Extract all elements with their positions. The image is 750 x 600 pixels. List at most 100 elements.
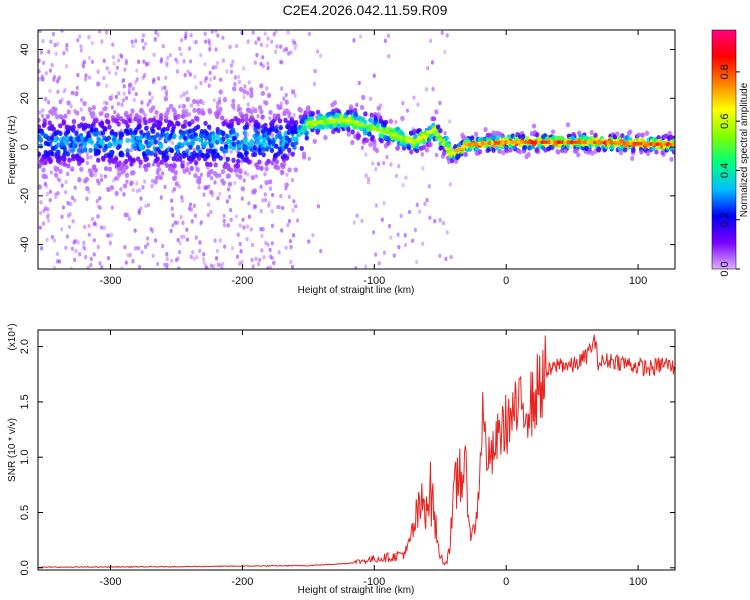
spectrogram-cell	[114, 190, 119, 197]
spectrogram-cell	[164, 89, 169, 94]
spectrogram-cell	[55, 251, 60, 257]
spectrogram-cell	[208, 161, 213, 168]
spectrogram-cell	[58, 130, 63, 136]
spectrogram-cell	[78, 252, 82, 257]
spectrogram-cell	[268, 109, 273, 116]
spectrogram-cell	[205, 266, 209, 269]
spectrogram-cell	[195, 116, 200, 122]
spectrogram-cell	[359, 34, 363, 39]
spectrogram-cell	[429, 133, 434, 139]
spectrogram-cell	[220, 169, 226, 175]
spectrogram-cell	[400, 115, 405, 122]
spectrogram-cell	[62, 155, 67, 162]
spectrogram-cell	[250, 117, 256, 123]
spectrogram-cell	[315, 109, 321, 115]
spectrogram-cell	[168, 103, 174, 109]
spectrogram-cell	[38, 30, 42, 34]
spectrogram-cell	[374, 203, 378, 208]
spectrogram-cell	[434, 132, 440, 137]
spectrogram-cell	[202, 260, 206, 265]
spectrogram-cell	[163, 85, 167, 90]
spectrogram-cell	[181, 220, 185, 226]
spectrogram-cell	[323, 134, 328, 141]
spectrogram-cell	[312, 81, 317, 87]
spectrogram-cell	[76, 240, 80, 245]
spectrogram-cell	[252, 188, 258, 194]
spectrogram-cell	[159, 175, 164, 181]
spectrogram-cell	[277, 250, 281, 255]
spectrogram-cell	[176, 256, 180, 261]
spectrogram-y-ticks: -40 -20 0 20 40	[19, 43, 675, 253]
spectrogram-cell	[60, 214, 64, 219]
spectrogram-cell	[41, 221, 46, 226]
spectrogram-cell	[223, 223, 227, 228]
spectrogram-cell	[248, 87, 254, 93]
spectrogram-cell	[395, 145, 401, 151]
spectrogram-cell	[128, 82, 133, 88]
spectrogram-cell	[116, 101, 120, 106]
spectrogram-cell	[56, 41, 60, 47]
spectrogram-cell	[186, 162, 190, 167]
spectrogram-cell	[259, 209, 263, 214]
spectrogram-cell	[386, 33, 391, 39]
spectrogram-cell	[290, 141, 295, 148]
spectrogram-cell	[228, 119, 233, 125]
spectrogram-cell	[116, 121, 121, 127]
spectrogram-cell	[95, 150, 101, 156]
spectrogram-cell	[106, 135, 112, 141]
spectrogram-cell	[201, 142, 206, 149]
spectrogram-cell	[424, 147, 430, 153]
spectrogram-cell	[64, 64, 69, 69]
spectrogram-cell	[372, 73, 376, 78]
spectrogram-cell	[48, 88, 52, 94]
spectrogram-cell	[559, 140, 565, 144]
spectrogram-cell	[259, 165, 264, 171]
spectrogram-cell	[179, 94, 183, 99]
snr-x-label: Height of straight line (km)	[298, 585, 415, 596]
spectrogram-cell	[290, 151, 296, 157]
spectrogram-cell	[184, 112, 189, 118]
spectrogram-cell	[225, 118, 229, 123]
spectrogram-cell	[207, 109, 213, 115]
spectrogram-cell	[622, 147, 628, 153]
spectrogram-cell	[273, 152, 278, 158]
spectrogram-cell	[60, 226, 64, 232]
spectrogram-cell	[404, 175, 408, 180]
spectrogram-cell	[399, 213, 403, 219]
spectrogram-cell	[89, 154, 93, 160]
spectrogram-cell	[244, 150, 249, 156]
spectrogram-cell	[51, 155, 56, 161]
spectrogram-cell	[123, 67, 127, 72]
spectrogram-cell	[438, 217, 442, 223]
spectrogram-cell	[367, 131, 372, 137]
spectrogram-cell	[260, 90, 266, 96]
spectrogram-cell	[191, 98, 197, 105]
spectrogram-cell	[423, 201, 427, 207]
spectrogram-cell	[268, 127, 274, 133]
spectrogram-cell	[218, 238, 222, 243]
spectrogram-x-tick-label: 100	[629, 275, 647, 287]
colorbar-label: Normalized spectral amplitude	[739, 82, 750, 217]
spectrogram-cell	[46, 212, 50, 218]
spectrogram-cell	[273, 49, 278, 55]
spectrogram-cell	[69, 201, 73, 207]
spectrogram-y-label: Frequency (Hz)	[7, 116, 18, 185]
spectrogram-cell	[110, 105, 114, 110]
spectrogram-cell	[131, 86, 135, 92]
spectrogram-cell	[276, 165, 281, 171]
spectrogram-cell	[639, 149, 644, 155]
spectrogram-cell	[105, 101, 109, 106]
spectrogram-cell	[245, 236, 249, 242]
spectrogram-cell	[194, 85, 198, 90]
spectrogram-cell	[73, 185, 77, 190]
spectrogram-cell	[159, 159, 164, 165]
spectrogram-cell	[223, 154, 227, 160]
spectrogram-cell	[87, 55, 92, 61]
spectrogram-cell	[444, 141, 450, 147]
spectrogram-cell	[238, 223, 242, 228]
spectrogram-cell	[293, 124, 298, 130]
spectrogram-cell	[138, 164, 142, 169]
spectrogram-cell	[128, 130, 133, 136]
spectrogram-cell	[156, 166, 162, 173]
spectrogram-cell	[183, 73, 187, 78]
